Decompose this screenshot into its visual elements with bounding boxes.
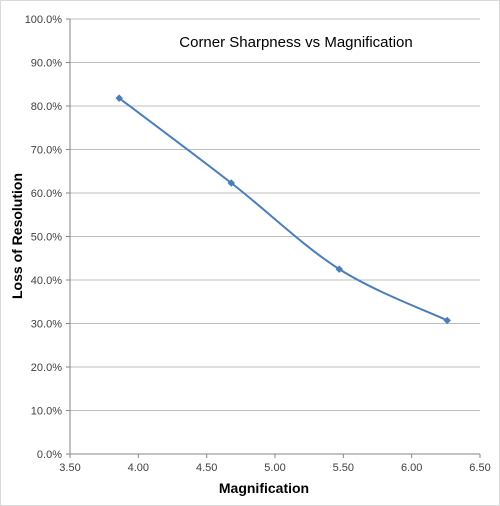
y-tick-label: 60.0% xyxy=(31,188,62,200)
data-point xyxy=(443,316,452,325)
x-tick-label: 4.00 xyxy=(128,462,149,474)
chart-title: Corner Sharpness vs Magnification xyxy=(179,34,412,51)
x-tick-label: 3.50 xyxy=(59,462,80,474)
y-tick-label: 80.0% xyxy=(31,101,62,113)
y-tick-label: 30.0% xyxy=(31,319,62,331)
x-tick-label: 6.00 xyxy=(401,462,422,474)
y-tick-label: 40.0% xyxy=(31,275,62,287)
y-tick-label: 100.0% xyxy=(25,14,63,26)
data-point xyxy=(335,265,344,273)
y-tick-label: 10.0% xyxy=(31,406,62,418)
x-tick-label: 6.50 xyxy=(469,462,490,474)
y-tick-label: 20.0% xyxy=(31,362,62,374)
series-line xyxy=(118,97,448,322)
data-point xyxy=(115,94,124,103)
y-tick-label: 90.0% xyxy=(31,58,62,70)
axes: 0.0% 10.0% 20.0% 30.0% 40.0% 50.0% 60.0% 70.0% 8… xyxy=(25,14,491,474)
y-tick-label: 50.0% xyxy=(31,232,62,244)
y-tick-label: 0.0% xyxy=(37,449,62,461)
x-axis-title: Magnification xyxy=(219,480,309,496)
x-tick-label: 5.50 xyxy=(333,462,354,474)
x-tick-label: 5.00 xyxy=(264,462,285,474)
data-point xyxy=(227,179,236,187)
y-tick-label: 70.0% xyxy=(31,145,62,157)
x-tick-label: 4.50 xyxy=(196,462,217,474)
series-layer xyxy=(115,94,452,325)
gridlines xyxy=(70,18,480,411)
y-axis-title: Loss of Resolution xyxy=(9,173,25,299)
